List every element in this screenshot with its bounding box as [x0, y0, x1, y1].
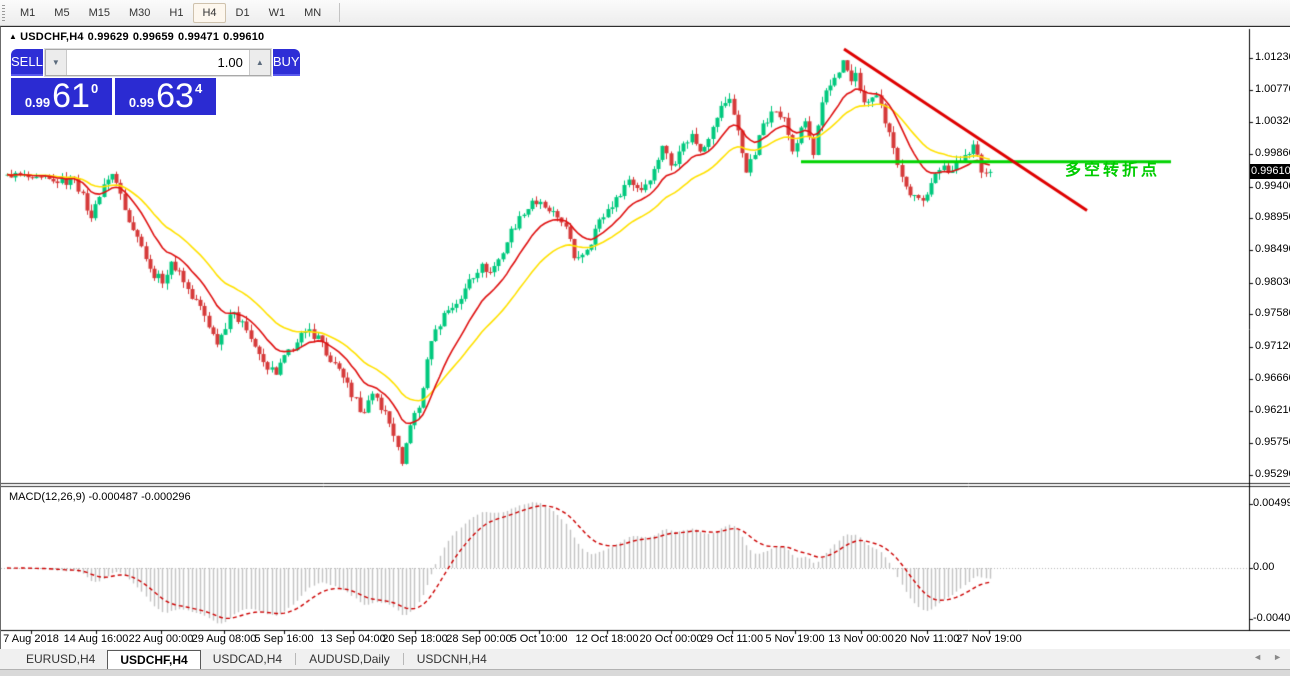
volume-stepper: ▼ ▲: [44, 49, 271, 76]
tab-scroll-left-icon[interactable]: ◄: [1253, 652, 1262, 662]
macd-tick-label: -0.004032: [1253, 612, 1290, 625]
date-tick-label: 5 Nov 19:00: [765, 633, 825, 645]
chart-tab-bar: ◄ ► EURUSD,H4 USDCHF,H4 USDCAD,H4 AUDUSD,Da…: [0, 649, 1290, 669]
date-tick-label: 29 Oct 11:00: [700, 633, 764, 645]
date-tick-label: 22 Aug 00:00: [128, 633, 194, 645]
date-tick-label: 29 Aug 08:00: [191, 633, 257, 645]
status-strip: [0, 669, 1290, 676]
symbol-info: ▲ USDCHF,H4 0.99629 0.99659 0.99471 0.99610: [9, 31, 268, 43]
price-tick-label: 1.00770: [1255, 83, 1290, 96]
chart-annotation-text[interactable]: 多空转折点: [1065, 162, 1161, 179]
date-tick-label: 12 Oct 18:00: [575, 633, 639, 645]
chart-tab-usdchf-h4[interactable]: USDCHF,H4: [107, 650, 201, 669]
timeframe-button-mn[interactable]: MN: [304, 6, 322, 19]
chart-window: ▲ USDCHF,H4 0.99629 0.99659 0.99471 0.99610 S…: [0, 26, 1290, 650]
timeframe-button-h1[interactable]: H1: [169, 6, 184, 19]
date-tick-label: 20 Oct 00:00: [639, 633, 703, 645]
chart-tab-eurusd-h4[interactable]: EURUSD,H4: [26, 652, 96, 666]
volume-increase-icon[interactable]: ▲: [248, 50, 270, 75]
date-tick-label: 14 Aug 16:00: [63, 633, 129, 645]
buy-price-prefix: 0.99: [128, 95, 155, 110]
ohlc-high: 0.99659: [132, 31, 174, 43]
macd-tick-label: 0.00: [1253, 561, 1275, 573]
volume-input[interactable]: [66, 50, 249, 75]
date-tick-label: 5 Sep 16:00: [254, 633, 314, 645]
ohlc-close: 0.99610: [223, 31, 265, 43]
collapse-arrow-icon[interactable]: ▲: [9, 32, 18, 41]
chart-tab-usdcad-h4[interactable]: USDCAD,H4: [212, 652, 283, 666]
sell-button[interactable]: SELL: [11, 49, 43, 76]
symbol-name: USDCHF,H4: [20, 31, 84, 43]
timeframe-button-m30[interactable]: M30: [128, 6, 151, 19]
ohlc-open: 0.99629: [87, 31, 129, 43]
sell-price-big: 61: [52, 77, 90, 115]
date-tick-label: 7 Aug 2018: [3, 633, 59, 645]
chart-tab-usdcnh-h4[interactable]: USDCNH,H4: [416, 652, 487, 666]
date-tick-label: 27 Nov 19:00: [956, 633, 1022, 645]
volume-decrease-icon[interactable]: ▼: [45, 50, 67, 75]
timeframe-button-m15[interactable]: M15: [88, 6, 110, 19]
timeframe-button-d1[interactable]: D1: [235, 6, 250, 19]
tab-separator: [402, 653, 404, 665]
sell-price-prefix: 0.99: [24, 95, 51, 110]
timeframe-button-h4[interactable]: H4: [193, 2, 226, 23]
date-tick-label: 20 Nov 11:00: [894, 633, 960, 645]
macd-tick-label: 0.004993: [1253, 497, 1290, 510]
buy-button[interactable]: BUY: [272, 49, 300, 76]
tab-scroll-right-icon[interactable]: ►: [1273, 652, 1282, 662]
tab-separator: [295, 653, 297, 665]
toolbar-separator: [339, 3, 341, 22]
macd-indicator-label: MACD(12,26,9) -0.000487 -0.000296: [9, 491, 191, 503]
sell-price[interactable]: 0.99 61 0: [11, 78, 112, 115]
buy-price[interactable]: 0.99 63 4: [115, 78, 216, 115]
date-tick-label: 20 Sep 18:00: [382, 633, 448, 645]
one-click-trade-panel: SELL ▼ ▲ BUY 0.99 61 0 0.99 63 4: [11, 49, 300, 115]
sell-price-pip: 0: [90, 81, 99, 96]
ohlc-low: 0.99471: [178, 31, 220, 43]
buy-price-pip: 4: [194, 81, 203, 96]
timeframe-button-m5[interactable]: M5: [54, 6, 70, 19]
chart-tab-audusd-daily[interactable]: AUDUSD,Daily: [309, 652, 390, 666]
timeframe-toolbar: M1 M5 M15 M30 H1 H4 D1 W1 MN: [0, 0, 1290, 26]
date-tick-label: 13 Sep 04:00: [320, 633, 386, 645]
date-tick-label: 28 Sep 00:00: [446, 633, 512, 645]
date-tick-label: 13 Nov 00:00: [828, 633, 894, 645]
timeframe-buttons: M1 M5 M15 M30 H1 H4 D1 W1 MN: [11, 2, 331, 23]
price-chart-canvas[interactable]: [1, 27, 1290, 650]
current-price-badge: 0.99610: [1250, 163, 1290, 179]
price-tick-label: 1.01230: [1255, 51, 1290, 64]
timeframe-button-m1[interactable]: M1: [20, 6, 36, 19]
timeframe-button-w1[interactable]: W1: [268, 6, 286, 19]
date-tick-label: 5 Oct 10:00: [510, 633, 568, 645]
toolbar-grip-handle[interactable]: [2, 4, 5, 21]
buy-price-big: 63: [156, 77, 194, 115]
